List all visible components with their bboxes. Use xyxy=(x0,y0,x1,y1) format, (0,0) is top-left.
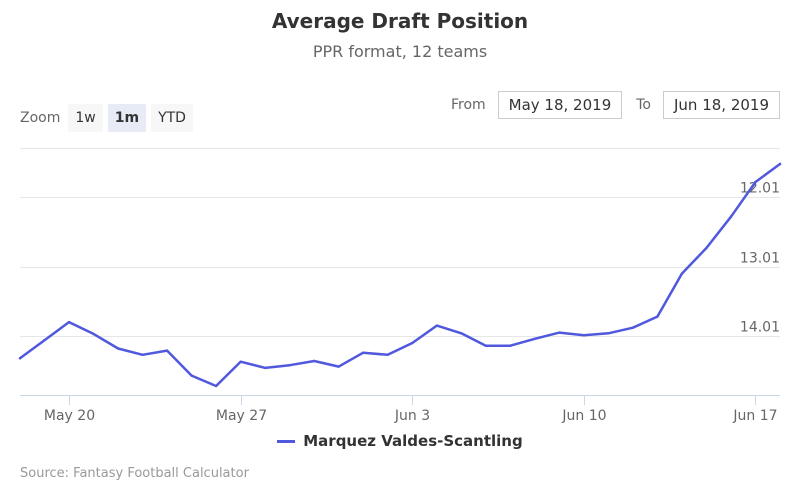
chart-title: Average Draft Position xyxy=(271,9,529,33)
series-line xyxy=(18,162,782,388)
zoom-label: Zoom xyxy=(20,110,61,126)
y-tick-label: 13.01 xyxy=(740,251,780,267)
data-point xyxy=(116,347,120,350)
data-point xyxy=(729,215,733,218)
data-point xyxy=(631,326,635,329)
data-point xyxy=(460,332,463,335)
from-date-input[interactable]: May 18, 2019 xyxy=(497,91,623,119)
data-point xyxy=(533,337,536,340)
x-tick-label: May 27 xyxy=(216,408,267,424)
data-point xyxy=(754,180,757,184)
data-point xyxy=(362,351,365,354)
data-point xyxy=(558,331,561,334)
zoom-controls: Zoom 1w 1m YTD xyxy=(20,104,198,132)
data-point xyxy=(18,357,22,360)
data-point xyxy=(386,353,389,356)
data-point xyxy=(141,353,144,356)
x-tick-label: Jun 10 xyxy=(561,408,606,424)
data-point xyxy=(607,332,610,335)
legend-series-label[interactable]: Marquez Valdes-Scantling xyxy=(303,432,523,450)
x-tick-label: Jun 3 xyxy=(394,408,430,424)
data-point xyxy=(435,324,438,327)
x-tick-label: May 20 xyxy=(44,408,95,424)
legend-series-swatch xyxy=(277,439,296,443)
zoom-ytd-button[interactable]: YTD xyxy=(151,104,193,132)
data-point xyxy=(288,364,291,367)
data-point xyxy=(778,162,782,166)
y-tick-label: 12.01 xyxy=(740,181,780,197)
data-point xyxy=(214,384,218,388)
legend: Marquez Valdes-Scantling xyxy=(0,432,800,450)
data-point xyxy=(190,374,193,377)
data-point xyxy=(582,334,586,337)
data-point xyxy=(239,360,242,363)
data-point xyxy=(411,341,414,345)
credits: Source: Fantasy Football Calculator xyxy=(20,466,249,481)
to-date-input[interactable]: Jun 18, 2019 xyxy=(662,91,780,119)
to-label: To xyxy=(636,97,651,113)
data-point xyxy=(165,349,169,352)
zoom-1w-button[interactable]: 1w xyxy=(68,104,103,132)
data-point xyxy=(92,332,95,336)
data-point xyxy=(43,339,46,342)
data-point xyxy=(264,366,267,370)
zoom-1m-button[interactable]: 1m xyxy=(107,104,147,132)
data-point xyxy=(484,344,487,347)
data-point xyxy=(680,272,684,275)
x-tick-label: Jun 17 xyxy=(732,408,777,424)
date-range-selector: From May 18, 2019 To Jun 18, 2019 xyxy=(451,90,780,120)
from-label: From xyxy=(450,97,486,113)
chart-subtitle: PPR format, 12 teams xyxy=(312,42,488,61)
y-tick-label: 14.01 xyxy=(740,320,780,336)
data-point xyxy=(705,246,708,250)
data-point xyxy=(509,344,512,347)
data-point xyxy=(337,365,340,368)
data-point xyxy=(67,320,71,324)
data-point xyxy=(313,359,316,363)
data-point xyxy=(656,315,659,318)
